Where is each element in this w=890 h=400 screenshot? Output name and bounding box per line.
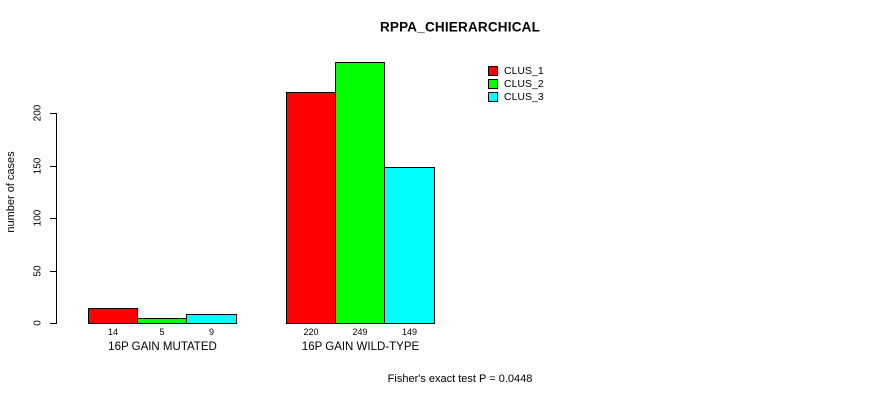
legend-label: CLUS_1: [504, 65, 544, 77]
y-tick: [50, 166, 56, 167]
bar-clus_2-1: [137, 318, 187, 324]
bar-value-label: 220: [303, 327, 319, 337]
y-tick: [50, 218, 56, 219]
y-tick-label: 0: [32, 320, 44, 326]
legend-item-clus_3: CLUS_3: [488, 91, 544, 103]
y-tick-label: 150: [32, 157, 44, 175]
bar-clus_3-2: [384, 167, 435, 324]
bar-clus_1-1: [88, 308, 138, 324]
legend-swatch-clus_3: [488, 92, 498, 102]
legend-label: CLUS_2: [504, 78, 544, 90]
legend-item-clus_2: CLUS_2: [488, 78, 544, 90]
bar-clus_2-2: [335, 62, 385, 324]
footnote-fisher-test: Fisher's exact test P = 0.0448: [387, 373, 533, 385]
bar-clus_3-1: [186, 314, 237, 324]
chart-title: RPPA_CHIERARCHICAL: [379, 19, 541, 35]
y-axis-label: number of cases: [5, 151, 17, 233]
bar-clus_1-2: [286, 92, 336, 324]
y-tick: [50, 271, 56, 272]
y-tick: [50, 113, 56, 114]
legend-label: CLUS_3: [504, 91, 544, 103]
y-tick: [50, 323, 56, 324]
y-tick-label: 100: [32, 209, 44, 227]
y-axis-line: [56, 113, 57, 324]
bar-value-label: 9: [208, 327, 214, 337]
y-tick-label: 50: [32, 265, 44, 277]
legend-item-clus_1: CLUS_1: [488, 65, 544, 77]
bar-value-label: 5: [159, 327, 165, 337]
category-label: 16P GAIN WILD-TYPE: [301, 341, 420, 353]
bar-value-label: 14: [107, 327, 118, 337]
y-tick-label: 200: [32, 104, 44, 122]
legend-swatch-clus_2: [488, 79, 498, 89]
bar-value-label: 249: [352, 327, 368, 337]
category-label: 16P GAIN MUTATED: [108, 341, 217, 353]
bar-value-label: 149: [401, 327, 418, 337]
legend-swatch-clus_1: [488, 66, 498, 76]
